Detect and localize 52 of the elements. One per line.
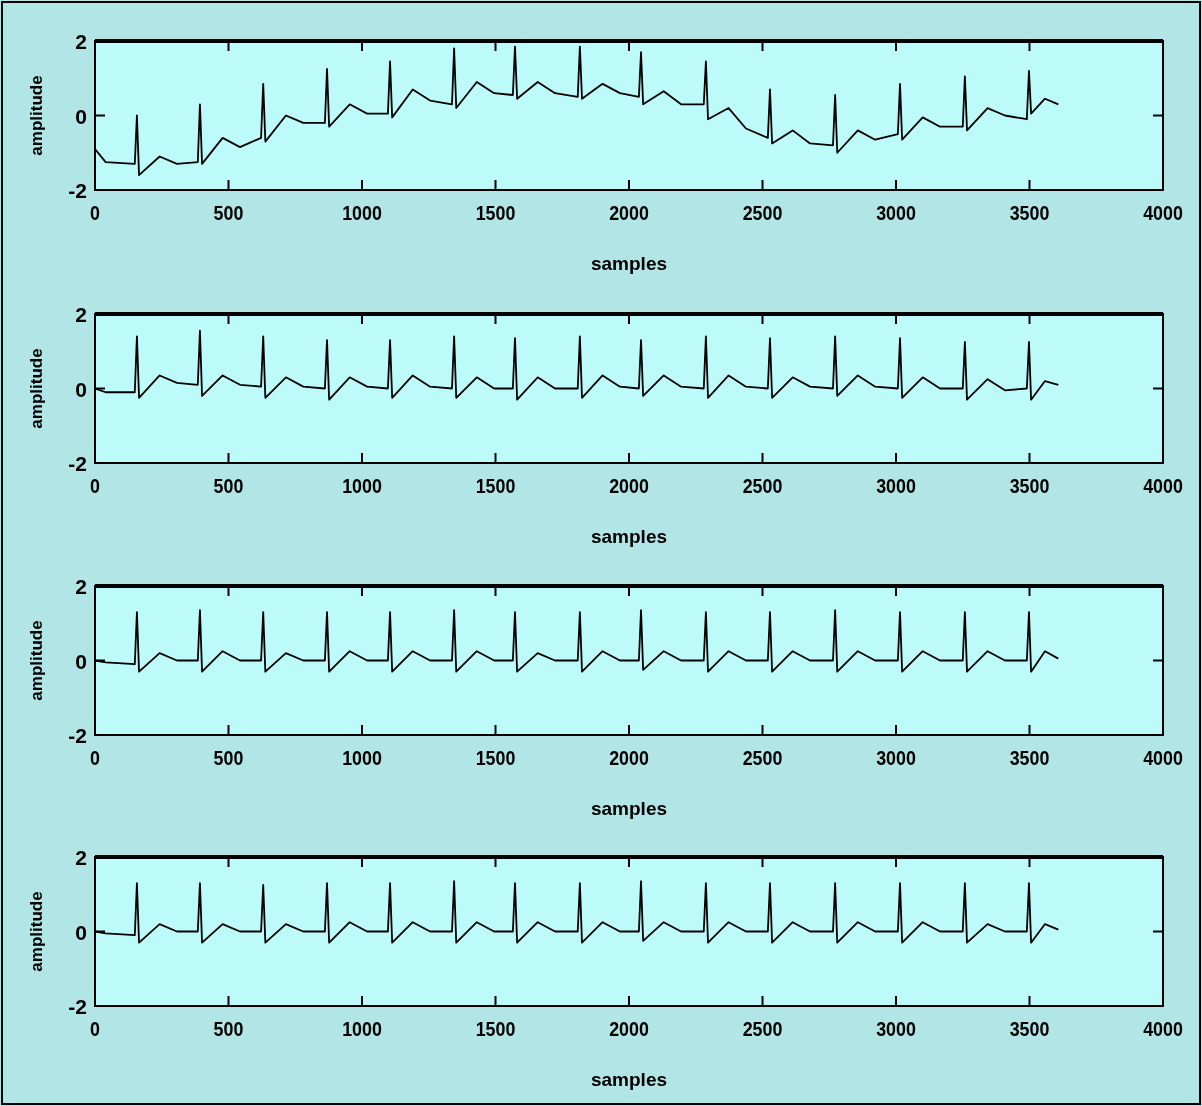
x-tick-label: 3500	[1009, 745, 1050, 770]
x-tick-label: 2000	[609, 200, 649, 225]
x-tick-label: 1500	[475, 200, 516, 225]
y-tick-label: 2	[75, 30, 87, 53]
x-tick-label: 2000	[609, 1016, 649, 1041]
x-tick-label: 4000	[1143, 200, 1183, 225]
x-tick-label: 1000	[342, 745, 382, 770]
x-tick-label: 500	[213, 473, 244, 498]
x-tick-label: 4000	[1143, 745, 1183, 770]
y-tick-label: -2	[68, 724, 87, 747]
y-axis-title: amplitude	[27, 891, 46, 972]
x-tick-label: 3000	[876, 1016, 916, 1041]
y-tick-label: -2	[68, 179, 87, 202]
x-axis-title: samples	[590, 798, 668, 819]
y-tick-label: -2	[68, 452, 87, 475]
x-tick-label: 2000	[609, 473, 649, 498]
x-axis-title: samples	[590, 1069, 668, 1090]
y-tick-label: 0	[75, 104, 87, 128]
x-tick-label: 4000	[1143, 1016, 1183, 1041]
x-tick-label: 500	[213, 1016, 244, 1041]
y-axis-title: amplitude	[27, 348, 46, 429]
x-tick-label: 1000	[342, 200, 382, 225]
y-tick-label: 2	[75, 575, 87, 598]
x-tick-label: 1500	[475, 473, 516, 498]
y-tick-label: 0	[75, 377, 87, 401]
x-tick-label: 3000	[876, 200, 916, 225]
x-tick-label: 500	[213, 745, 244, 770]
y-tick-label: -2	[68, 995, 87, 1018]
y-axis-title: amplitude	[27, 75, 46, 156]
x-tick-label: 1000	[342, 473, 382, 498]
x-axis-title: samples	[590, 526, 668, 547]
y-tick-label: 0	[75, 920, 87, 944]
x-tick-label: 1500	[475, 1016, 516, 1041]
x-tick-label: 3500	[1009, 1016, 1050, 1041]
x-tick-label: 3000	[876, 473, 916, 498]
y-tick-label: 0	[75, 649, 87, 673]
x-tick-label: 3000	[876, 745, 916, 770]
y-tick-label: 2	[75, 846, 87, 869]
x-tick-label: 1500	[475, 745, 516, 770]
y-axis-title: amplitude	[27, 620, 46, 701]
x-tick-label: 2500	[742, 1016, 783, 1041]
x-tick-label: 1000	[342, 1016, 382, 1041]
x-tick-label: 2000	[609, 745, 649, 770]
x-tick-label: 500	[213, 200, 244, 225]
x-tick-label: 4000	[1143, 473, 1183, 498]
x-tick-label: 2500	[742, 200, 783, 225]
x-tick-label: 2500	[742, 473, 783, 498]
y-tick-label: 2	[75, 303, 87, 326]
x-tick-label: 3500	[1009, 473, 1050, 498]
x-axis-title: samples	[590, 253, 668, 274]
x-tick-label: 3500	[1009, 200, 1050, 225]
x-tick-label: 2500	[742, 745, 783, 770]
